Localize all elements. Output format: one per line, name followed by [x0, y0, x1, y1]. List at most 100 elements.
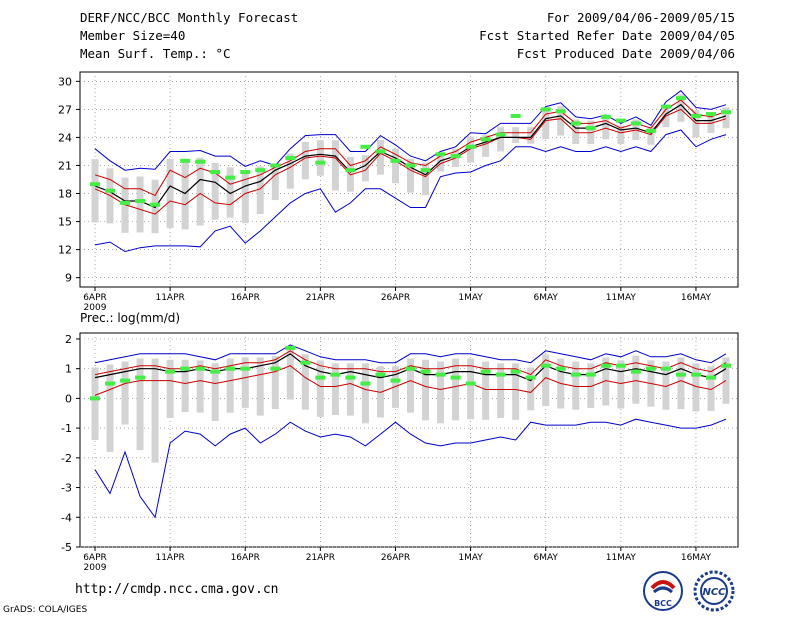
x-tick-label: 11MAY: [606, 553, 637, 563]
series-line-ensemble-max: [94, 344, 727, 364]
spread-bar: [617, 125, 625, 144]
spread-bar: [106, 364, 114, 452]
spread-bar: [482, 361, 490, 420]
observed-marker: [165, 369, 176, 374]
observed-marker: [645, 366, 656, 371]
spread-bar: [121, 361, 129, 425]
observed-marker: [270, 163, 281, 168]
x-tick-label: 26APR: [381, 553, 410, 563]
observed-marker: [540, 363, 551, 368]
observed-marker: [570, 372, 581, 377]
spread-bar: [361, 363, 369, 424]
observed-marker: [495, 372, 506, 377]
observed-marker: [675, 372, 686, 377]
plot-frame: [79, 71, 739, 288]
spread-bar: [497, 127, 505, 152]
spread-bar: [256, 357, 264, 416]
spread-bar: [271, 356, 279, 410]
spread-bar: [91, 159, 99, 223]
observed-marker: [180, 366, 191, 371]
spread-bar: [437, 153, 445, 172]
spread-bar: [542, 354, 550, 407]
spread-bar: [181, 161, 189, 230]
x-tick-label: 1MAY: [458, 293, 483, 303]
observed-marker: [120, 200, 131, 205]
spread-bar: [542, 109, 550, 140]
observed-marker: [660, 366, 671, 371]
spread-bar: [557, 106, 565, 136]
observed-marker: [390, 378, 401, 383]
observed-marker: [270, 366, 281, 371]
y-tick-label: 15: [58, 216, 72, 229]
observed-marker: [630, 121, 641, 126]
observed-marker: [525, 375, 536, 380]
series-line-mean-plus-sd: [94, 99, 727, 197]
spread-bar: [617, 360, 625, 409]
spread-bar: [211, 363, 219, 421]
y-tick-label: -3: [61, 482, 72, 495]
observed-marker: [285, 156, 296, 160]
spread-bar: [166, 158, 174, 228]
chart-title: DERF/NCC/BCC Monthly Forecast: [80, 10, 299, 25]
observed-marker: [690, 113, 701, 118]
spread-bar: [647, 126, 655, 145]
spread-bar: [527, 127, 535, 144]
y-tick-label: -5: [61, 541, 72, 554]
x-tick-label: 16APR: [231, 293, 260, 303]
x-tick-label: 16MAY: [681, 293, 712, 303]
spread-bar: [91, 367, 99, 440]
x-tick-label: 11APR: [155, 553, 184, 563]
spread-bar: [376, 366, 384, 418]
y-tick-label: 24: [58, 131, 72, 144]
observed-marker: [135, 199, 146, 203]
spread-bar: [226, 167, 234, 218]
spread-bar: [707, 366, 715, 411]
observed-marker: [105, 188, 116, 193]
x-year-label: 2009: [84, 563, 107, 573]
x-tick-label: 6MAY: [533, 553, 558, 563]
spread-bar: [722, 107, 730, 129]
observed-marker: [420, 369, 431, 374]
spread-bar: [181, 359, 189, 413]
forecast-started: Fcst Started Refer Date 2009/04/05: [479, 28, 735, 43]
observed-marker: [90, 396, 100, 401]
series-line-ensemble-max: [94, 90, 727, 171]
forecast-produced: Fcst Produced Date 2009/04/06: [516, 46, 735, 61]
spread-bar: [692, 363, 700, 412]
observed-marker: [480, 137, 491, 142]
observed-marker: [345, 168, 356, 173]
spread-bar: [422, 162, 430, 196]
spread-bar: [301, 141, 309, 180]
spread-bar: [226, 358, 234, 413]
observed-marker: [721, 363, 731, 368]
spread-bar: [391, 366, 399, 408]
spread-bar: [677, 357, 685, 410]
observed-marker: [420, 168, 431, 173]
spread-bar: [286, 347, 294, 400]
spread-bar: [331, 363, 339, 416]
observed-marker: [555, 366, 566, 371]
footer-url[interactable]: http://cmdp.ncc.cma.gov.cn: [75, 582, 279, 597]
spread-bar: [422, 359, 430, 421]
x-tick-label: 11APR: [155, 293, 184, 303]
spread-bar: [497, 363, 505, 419]
observed-marker: [645, 128, 656, 133]
spread-bar: [391, 148, 399, 184]
member-size: Member Size=40: [80, 28, 186, 43]
observed-marker: [435, 152, 446, 157]
spread-bar: [632, 355, 640, 404]
observed-marker: [150, 202, 161, 207]
observed-marker: [255, 168, 266, 173]
y-tick-label: 30: [58, 75, 72, 88]
spread-bar: [512, 127, 520, 144]
spread-bar: [376, 140, 384, 175]
spread-bar: [256, 166, 264, 215]
y-tick-label: 18: [58, 188, 72, 201]
observed-marker: [405, 366, 416, 371]
observed-marker: [225, 175, 236, 180]
spread-bar: [437, 361, 445, 424]
spread-bar: [136, 176, 144, 233]
spread-bar: [136, 358, 144, 451]
spread-bar: [467, 136, 475, 163]
